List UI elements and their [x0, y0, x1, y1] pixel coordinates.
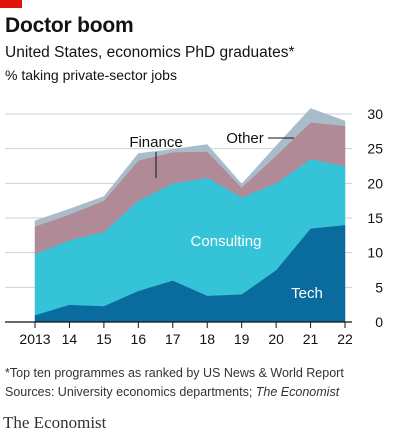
y-tick-label: 30 [367, 106, 383, 122]
x-tick-label: 21 [303, 331, 319, 347]
y-tick-labels: 0 5 10 15 20 25 30 [367, 106, 383, 330]
x-tick-label: 22 [337, 331, 353, 347]
consulting-label: Consulting [191, 233, 262, 250]
y-tick-label: 10 [367, 245, 383, 261]
x-tick-label: 2013 [19, 331, 50, 347]
footnote-asterisk: *Top ten programmes as ranked by US News… [5, 366, 344, 380]
economist-logo-text: The Economist [3, 413, 107, 432]
sources-line: Sources: University economics department… [5, 383, 344, 402]
sources-prefix: Sources: University economics department… [5, 385, 256, 399]
x-tick-label: 15 [96, 331, 112, 347]
sources-publication: The Economist [255, 385, 340, 399]
x-tick-label: 20 [268, 331, 284, 347]
finance-label: Finance [129, 134, 182, 151]
x-tick-label: 19 [234, 331, 250, 347]
y-tick-label: 15 [367, 210, 383, 226]
footnotes: *Top ten programmes as ranked by US News… [5, 364, 344, 402]
x-tick-label: 16 [131, 331, 147, 347]
x-tick-label: 14 [62, 331, 78, 347]
chart-subtitle: United States, economics PhD graduates* [5, 44, 295, 61]
annotations: Finance Other Consulting Tech [129, 130, 323, 302]
tech-label: Tech [291, 285, 323, 302]
x-tick-label: 18 [199, 331, 215, 347]
chart-unit-label: % taking private-sector jobs [5, 67, 177, 83]
brand-red-tag [0, 0, 22, 8]
x-axis: 2013 14 15 16 17 18 19 20 21 22 [5, 321, 353, 347]
stacked-area-chart: 0 5 10 15 20 25 30 2013 14 15 16 17 18 19 20 21 22 Fina… [5, 106, 383, 347]
y-tick-label: 5 [375, 279, 383, 295]
other-label: Other [226, 130, 264, 147]
y-tick-label: 25 [367, 141, 383, 157]
area-layers [34, 108, 346, 323]
x-tick-label: 17 [165, 331, 181, 347]
area-other [34, 108, 346, 227]
chart-title: Doctor boom [5, 14, 134, 37]
y-tick-label: 0 [375, 314, 383, 330]
y-tick-label: 20 [367, 175, 383, 191]
